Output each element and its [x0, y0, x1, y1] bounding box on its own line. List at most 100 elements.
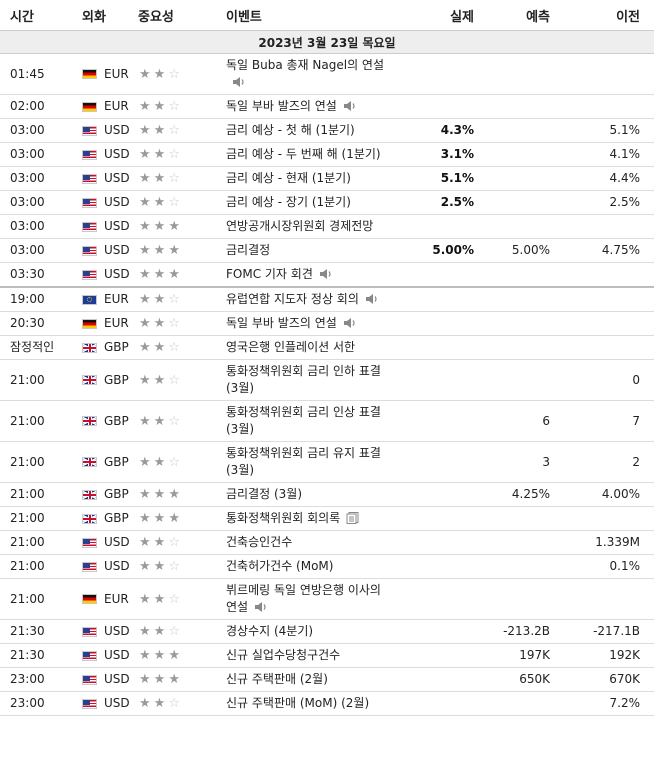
flag-us-icon — [82, 149, 97, 160]
speaker-icon[interactable] — [319, 268, 333, 280]
event-previous: 0.1% — [564, 554, 654, 579]
event-row[interactable]: 21:00 GBP ★ ★ ★ 금리결정 (3월) 4.25% 4.00% — [0, 482, 654, 507]
event-row[interactable]: 21:00 GBP ★ ★ ☆ 통화정책위원회 금리 인하 표결 (3월) 0 — [0, 359, 654, 401]
event-name-cell[interactable]: 뷔르메링 독일 연방은행 이사의 연설 — [222, 578, 398, 620]
star-filled-icon: ★ — [153, 243, 166, 258]
event-name-cell[interactable]: 금리결정 — [222, 238, 398, 263]
date-label: 2023년 3월 23일 목요일 — [0, 30, 654, 54]
star-filled-icon: ★ — [153, 487, 166, 502]
event-row[interactable]: 03:00 USD ★ ★ ☆ 금리 예상 - 첫 해 (1분기) 4.3% 5.1% — [0, 118, 654, 143]
event-name[interactable]: 독일 부바 발즈의 연설 — [226, 316, 337, 330]
event-row[interactable]: 23:00 USD ★ ★ ★ 신규 주택판매 (2월) 650K 670K — [0, 667, 654, 692]
event-time: 03:00 — [0, 142, 68, 167]
event-name[interactable]: 건축승인건수 — [226, 535, 293, 549]
event-row[interactable]: 21:00 GBP ★ ★ ☆ 통화정책위원회 금리 유지 표결 (3월) 3 2 — [0, 441, 654, 483]
star-filled-icon: ★ — [139, 487, 151, 502]
event-name-cell[interactable]: 통화정책위원회 금리 유지 표결 (3월) — [222, 441, 398, 483]
event-name-cell[interactable]: 연방공개시장위원회 경제전망 — [222, 214, 398, 239]
event-name-cell[interactable]: 건축허가건수 (MoM) — [222, 554, 398, 579]
speaker-icon[interactable] — [254, 601, 268, 613]
star-filled-icon: ★ — [139, 559, 151, 574]
event-name-cell[interactable]: 금리 예상 - 두 번째 해 (1분기) — [222, 142, 398, 167]
header-time[interactable]: 시간 — [0, 0, 68, 31]
event-name-cell[interactable]: 독일 부바 발즈의 연설 — [222, 94, 398, 119]
document-icon[interactable] — [346, 512, 360, 524]
header-forecast[interactable]: 예측 — [488, 0, 564, 31]
event-name-cell[interactable]: 영국은행 인플레이션 서한 — [222, 335, 398, 360]
event-name-cell[interactable]: 통화정책위원회 금리 인상 표결 (3월) — [222, 400, 398, 442]
speaker-icon[interactable] — [343, 100, 357, 112]
event-name-cell[interactable]: 신규 주택판매 (2월) — [222, 667, 398, 692]
header-actual[interactable]: 실제 — [398, 0, 488, 31]
event-name[interactable]: 금리결정 — [226, 243, 271, 257]
event-name[interactable]: FOMC 기자 회견 — [226, 267, 313, 281]
event-row[interactable]: 19:00 EUR ★ ★ ☆ 유럽연합 지도자 정상 회의 — [0, 287, 654, 312]
event-row[interactable]: 21:00 USD ★ ★ ☆ 건축승인건수 1.339M — [0, 530, 654, 555]
event-name[interactable]: 뷔르메링 독일 연방은행 이사의 연설 — [226, 583, 381, 614]
event-name-cell[interactable]: 신규 주택판매 (MoM) (2월) — [222, 691, 398, 716]
event-name-cell[interactable]: 금리 예상 - 현재 (1분기) — [222, 166, 398, 191]
event-name[interactable]: 통화정책위원회 금리 유지 표결 (3월) — [226, 446, 381, 477]
event-name[interactable]: 통화정책위원회 금리 인상 표결 (3월) — [226, 405, 381, 436]
event-name[interactable]: 경상수지 (4분기) — [226, 624, 314, 638]
event-name-cell[interactable]: 신규 실업수당청구건수 — [222, 643, 398, 668]
event-importance: ★ ★ ☆ — [130, 530, 222, 555]
event-importance: ★ ★ ☆ — [130, 691, 222, 716]
event-currency-cell: USD — [68, 554, 130, 579]
event-forecast: 5.00% — [488, 238, 564, 263]
event-name[interactable]: 신규 주택판매 (MoM) (2월) — [226, 696, 370, 710]
event-name-cell[interactable]: 통화정책위원회 금리 인하 표결 (3월) — [222, 359, 398, 401]
event-name-cell[interactable]: 유럽연합 지도자 정상 회의 — [222, 287, 398, 312]
event-name-cell[interactable]: 독일 부바 발즈의 연설 — [222, 311, 398, 336]
event-row[interactable]: 03:00 USD ★ ★ ☆ 금리 예상 - 장기 (1분기) 2.5% 2.5% — [0, 190, 654, 215]
star-filled-icon: ★ — [153, 413, 166, 429]
event-name-cell[interactable]: 금리 예상 - 첫 해 (1분기) — [222, 118, 398, 143]
event-name-cell[interactable]: FOMC 기자 회견 — [222, 262, 398, 288]
event-name[interactable]: 금리 예상 - 첫 해 (1분기) — [226, 123, 355, 137]
event-name[interactable]: 통화정책위원회 금리 인하 표결 (3월) — [226, 364, 381, 395]
event-name[interactable]: 독일 Buba 총재 Nagel의 연설 — [226, 58, 385, 72]
event-row[interactable]: 02:00 EUR ★ ★ ☆ 독일 부바 발즈의 연설 — [0, 94, 654, 119]
event-name[interactable]: 신규 주택판매 (2월) — [226, 672, 328, 686]
event-name[interactable]: 통화정책위원회 회의록 — [226, 511, 341, 525]
event-name-cell[interactable]: 경상수지 (4분기) — [222, 619, 398, 644]
event-name[interactable]: 금리 예상 - 현재 (1분기) — [226, 171, 351, 185]
event-name[interactable]: 건축허가건수 (MoM) — [226, 559, 334, 573]
event-row[interactable]: 20:30 EUR ★ ★ ☆ 독일 부바 발즈의 연설 — [0, 311, 654, 336]
event-name-cell[interactable]: 독일 Buba 총재 Nagel의 연설 — [222, 53, 398, 95]
event-name[interactable]: 유럽연합 지도자 정상 회의 — [226, 292, 359, 306]
header-event[interactable]: 이벤트 — [222, 0, 398, 31]
speaker-icon[interactable] — [343, 317, 357, 329]
event-row[interactable]: 03:30 USD ★ ★ ★ FOMC 기자 회견 — [0, 262, 654, 288]
event-row[interactable]: 03:00 USD ★ ★ ☆ 금리 예상 - 두 번째 해 (1분기) 3.1% 4.1% — [0, 142, 654, 167]
event-row[interactable]: 23:00 USD ★ ★ ☆ 신규 주택판매 (MoM) (2월) 7.2% — [0, 691, 654, 716]
event-name-cell[interactable]: 금리 예상 - 장기 (1분기) — [222, 190, 398, 215]
header-importance[interactable]: 중요성 — [130, 0, 222, 31]
event-name[interactable]: 금리 예상 - 두 번째 해 (1분기) — [226, 147, 381, 161]
event-row[interactable]: 21:30 USD ★ ★ ☆ 경상수지 (4분기) -213.2B -217.1B — [0, 619, 654, 644]
event-name[interactable]: 영국은행 인플레이션 서한 — [226, 340, 356, 354]
speaker-icon[interactable] — [365, 293, 379, 305]
event-row[interactable]: 21:30 USD ★ ★ ★ 신규 실업수당청구건수 197K 192K — [0, 643, 654, 668]
event-row[interactable]: 21:00 GBP ★ ★ ☆ 통화정책위원회 금리 인상 표결 (3월) 6 7 — [0, 400, 654, 442]
event-row[interactable]: 03:00 USD ★ ★ ★ 금리결정 5.00% 5.00% 4.75% — [0, 238, 654, 263]
event-row[interactable]: 21:00 EUR ★ ★ ☆ 뷔르메링 독일 연방은행 이사의 연설 — [0, 578, 654, 620]
event-name[interactable]: 연방공개시장위원회 경제전망 — [226, 219, 374, 233]
event-row[interactable]: 01:45 EUR ★ ★ ☆ 독일 Buba 총재 Nagel의 연설 — [0, 53, 654, 95]
event-row[interactable]: 21:00 GBP ★ ★ ★ 통화정책위원회 회의록 — [0, 506, 654, 531]
event-row[interactable]: 21:00 USD ★ ★ ☆ 건축허가건수 (MoM) 0.1% — [0, 554, 654, 579]
star-filled-icon: ★ — [153, 372, 166, 388]
event-row[interactable]: 잠정적인 GBP ★ ★ ☆ 영국은행 인플레이션 서한 — [0, 335, 654, 360]
header-previous[interactable]: 이전 — [564, 0, 654, 31]
event-name-cell[interactable]: 건축승인건수 — [222, 530, 398, 555]
event-name[interactable]: 신규 실업수당청구건수 — [226, 648, 341, 662]
event-name[interactable]: 금리 예상 - 장기 (1분기) — [226, 195, 351, 209]
event-row[interactable]: 03:00 USD ★ ★ ★ 연방공개시장위원회 경제전망 — [0, 214, 654, 239]
event-name-cell[interactable]: 통화정책위원회 회의록 — [222, 506, 398, 531]
header-currency[interactable]: 외화 — [68, 0, 130, 31]
event-name-cell[interactable]: 금리결정 (3월) — [222, 482, 398, 507]
speaker-icon[interactable] — [232, 76, 246, 88]
event-name[interactable]: 금리결정 (3월) — [226, 487, 303, 501]
event-row[interactable]: 03:00 USD ★ ★ ☆ 금리 예상 - 현재 (1분기) 5.1% 4.4% — [0, 166, 654, 191]
event-name[interactable]: 독일 부바 발즈의 연설 — [226, 99, 337, 113]
